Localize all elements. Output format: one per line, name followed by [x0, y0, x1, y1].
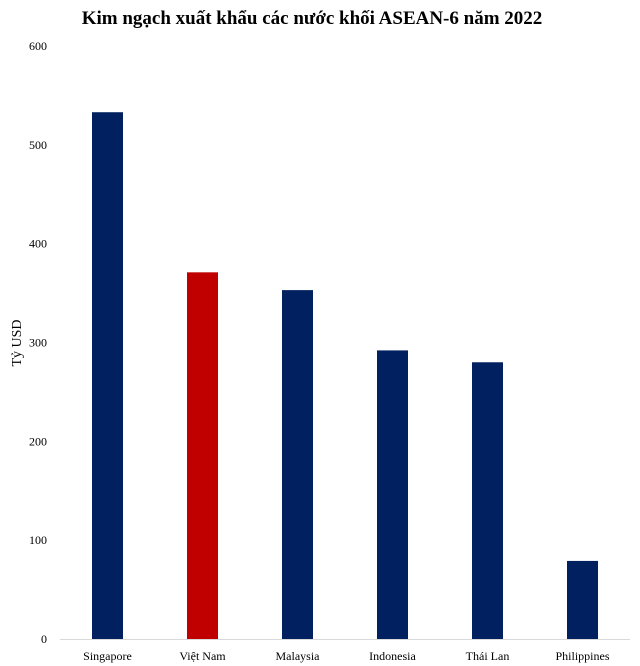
x-tick-label: Thái Lan [466, 649, 510, 663]
y-axis-label: Tỷ USD [10, 319, 25, 366]
y-axis-ticks: 0 100 200 300 400 500 600 [29, 39, 47, 646]
bar-singapore [92, 112, 123, 640]
bar-vi-t-nam [187, 272, 218, 639]
x-axis-ticks: Singapore Việt Nam Malaysia Indonesia Thái L… [83, 649, 610, 663]
x-tick-label: Indonesia [369, 649, 416, 663]
y-tick-label: 600 [29, 39, 47, 53]
bar-philippines [567, 560, 598, 639]
y-tick-label: 300 [29, 336, 47, 350]
x-tick-label: Philippines [555, 649, 609, 663]
y-tick-label: 100 [29, 533, 47, 547]
bars [92, 112, 598, 640]
y-tick-label: 200 [29, 434, 47, 448]
y-tick-label: 0 [41, 632, 47, 646]
x-tick-label: Singapore [83, 649, 132, 663]
chart-title: Kim ngạch xuất khẩu các nước khối ASEAN-… [82, 8, 543, 29]
bar-malaysia [282, 290, 313, 639]
x-tick-label: Malaysia [276, 649, 321, 663]
bar-indonesia [377, 350, 408, 639]
bar-th-i-lan [472, 362, 503, 639]
y-tick-label: 500 [29, 138, 47, 152]
y-tick-label: 400 [29, 237, 47, 251]
x-tick-label: Việt Nam [179, 649, 226, 663]
